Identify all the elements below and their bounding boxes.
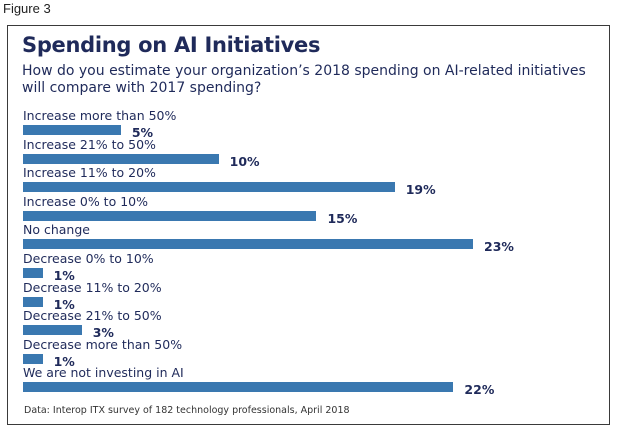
value-label: 1%	[53, 296, 75, 312]
chart-title: Spending on AI Initiatives	[22, 33, 321, 57]
bar	[23, 382, 454, 393]
category-label: No change	[23, 222, 90, 238]
bar	[23, 182, 395, 193]
value-label: 10%	[229, 153, 260, 169]
category-label: Increase more than 50%	[23, 108, 177, 123]
chart-frame	[7, 25, 610, 425]
figure-label: Figure 3	[3, 1, 51, 16]
bar	[23, 239, 473, 250]
category-label: Decrease 0% to 10%	[23, 251, 154, 266]
category-label: Increase 21% to 50%	[23, 136, 156, 152]
value-label: 5%	[131, 125, 154, 140]
bar	[23, 325, 82, 336]
category-label: Decrease 21% to 50%	[23, 308, 162, 324]
chart-subtitle: How do you estimate your organization’s …	[22, 63, 586, 96]
value-label: 1%	[53, 353, 75, 369]
bar	[23, 268, 43, 278]
value-label: 15%	[327, 210, 358, 226]
category-label: We are not investing in AI	[23, 365, 184, 381]
value-label: 1%	[53, 268, 75, 283]
bar	[23, 125, 121, 135]
chart-footnote: Data: Interop ITX survey of 182 technolo…	[24, 405, 350, 416]
value-label: 23%	[484, 239, 514, 255]
category-label: Increase 0% to 10%	[23, 193, 148, 209]
category-label: Decrease 11% to 20%	[23, 279, 162, 295]
value-label: 22%	[464, 382, 495, 398]
value-label: 19%	[405, 182, 436, 198]
bar	[23, 153, 219, 164]
value-label: 3%	[92, 325, 114, 341]
bar	[23, 210, 317, 221]
category-label: Increase 11% to 20%	[23, 165, 156, 181]
category-label: Decrease more than 50%	[23, 336, 183, 352]
bar	[23, 353, 43, 364]
bar	[23, 296, 43, 307]
